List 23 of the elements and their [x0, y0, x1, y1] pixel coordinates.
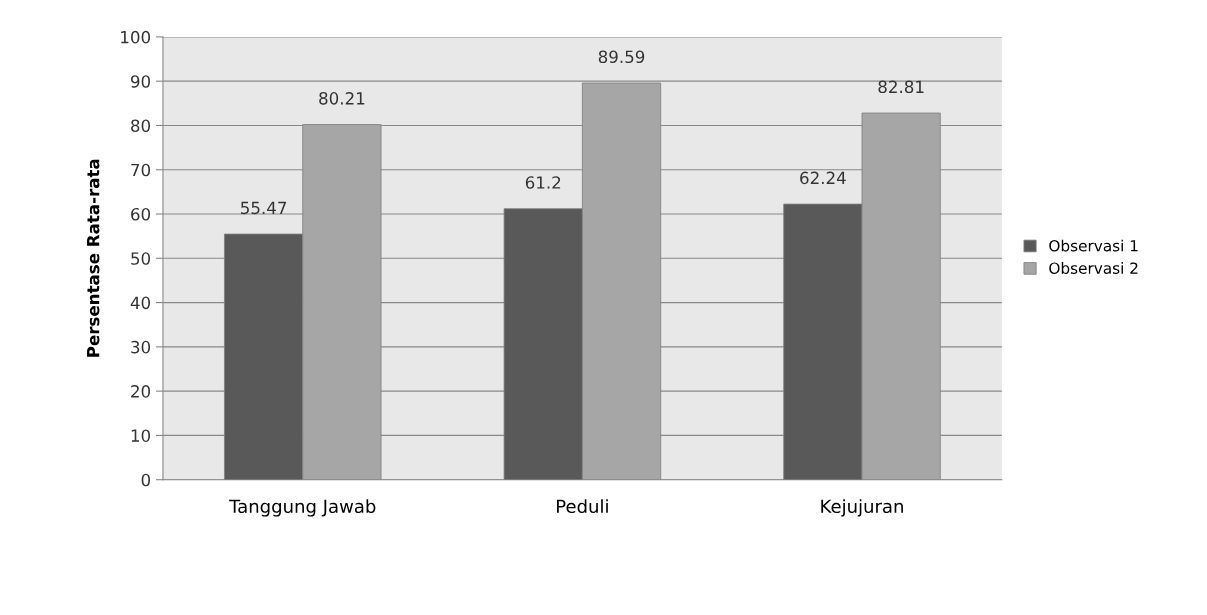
y-tick-label: 70 — [131, 163, 151, 177]
data-label: 89.59 — [598, 50, 645, 64]
x-tick-label: Tanggung Jawab — [229, 499, 376, 517]
y-tick-label: 0 — [141, 473, 151, 487]
y-tick-label: 40 — [130, 296, 151, 310]
data-label: 55.47 — [241, 201, 287, 215]
data-label: 61.2 — [525, 176, 561, 189]
y-tick-label: 30 — [131, 340, 151, 354]
y-axis-title: Persentase Rata-rata — [87, 159, 100, 357]
data-label: 82.81 — [878, 80, 924, 94]
x-tick-label: Kejujuran — [821, 499, 903, 517]
data-label: 62.24 — [800, 171, 846, 185]
y-tick-label: 10 — [131, 429, 151, 442]
legend-label: Observasi 1 — [1049, 239, 1138, 252]
y-tick-label: 100 — [121, 30, 151, 44]
y-tick-label: 90 — [130, 75, 151, 88]
x-tick-label: Peduli — [557, 499, 608, 514]
y-tick-label: 80 — [131, 119, 151, 133]
legend-label: Observasi 2 — [1049, 262, 1138, 274]
data-label: 80.21 — [319, 92, 365, 105]
y-tick-label: 20 — [131, 385, 151, 398]
y-tick-label: 50 — [131, 252, 151, 265]
y-tick-label: 60 — [131, 207, 151, 221]
